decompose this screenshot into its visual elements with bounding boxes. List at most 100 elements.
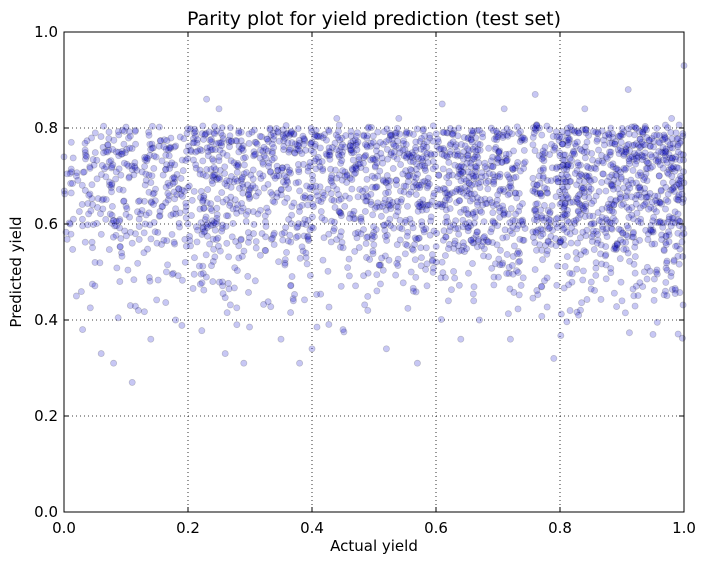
scatter-point — [270, 229, 278, 237]
scatter-point — [496, 204, 503, 212]
scatter-point — [457, 170, 465, 178]
scatter-point — [643, 165, 651, 173]
scatter-point — [571, 228, 579, 236]
scatter-point — [196, 170, 204, 178]
scatter-point — [437, 274, 445, 282]
scatter-point — [364, 269, 372, 277]
scatter-point — [98, 162, 106, 169]
scatter-point — [674, 252, 682, 260]
scatter-point — [419, 143, 427, 151]
scatter-point — [670, 163, 678, 171]
scatter-point — [352, 162, 360, 170]
scatter-point — [121, 227, 129, 235]
scatter-point — [207, 146, 215, 154]
scatter-point — [473, 164, 480, 172]
scatter-point — [369, 247, 377, 255]
scatter-point — [319, 165, 327, 173]
scatter-point — [147, 198, 155, 206]
scatter-point — [656, 132, 663, 140]
scatter-point — [393, 198, 401, 205]
scatter-point — [633, 157, 641, 165]
scatter-point — [604, 200, 612, 208]
scatter-point — [661, 133, 669, 141]
scatter-point — [576, 190, 584, 198]
scatter-point — [489, 219, 497, 226]
scatter-point — [513, 225, 521, 233]
scatter-point — [321, 216, 329, 224]
scatter-point — [572, 249, 580, 257]
scatter-point — [400, 182, 408, 190]
scatter-point — [367, 198, 375, 206]
scatter-point — [548, 140, 555, 148]
scatter-point — [663, 266, 671, 274]
scatter-point — [531, 188, 539, 196]
scatter-point — [219, 282, 227, 290]
scatter-point — [267, 303, 275, 311]
scatter-point — [387, 205, 395, 213]
scatter-point — [384, 188, 392, 196]
scatter-point — [88, 280, 96, 288]
scatter-point — [563, 183, 571, 191]
scatter-point — [519, 216, 526, 224]
scatter-point — [131, 302, 139, 310]
scatter-point — [233, 267, 241, 274]
scatter-point — [190, 187, 198, 195]
scatter-point — [558, 128, 566, 136]
scatter-point — [655, 172, 663, 180]
scatter-point — [544, 207, 552, 215]
scatter-point — [143, 157, 151, 165]
scatter-point — [458, 162, 465, 170]
scatter-point — [387, 149, 395, 157]
scatter-point — [169, 210, 177, 218]
scatter-point — [369, 138, 377, 146]
scatter-point — [201, 130, 209, 138]
scatter-point — [369, 250, 377, 258]
scatter-point — [113, 264, 121, 272]
scatter-point — [622, 146, 630, 154]
scatter-point — [259, 172, 267, 180]
scatter-point — [135, 197, 142, 205]
scatter-point — [422, 167, 429, 174]
scatter-point — [520, 164, 528, 172]
scatter-point — [172, 316, 180, 324]
scatter-point — [563, 161, 571, 169]
scatter-point — [296, 147, 304, 155]
scatter-point — [662, 183, 670, 191]
scatter-point — [491, 173, 499, 181]
scatter-point — [295, 168, 303, 176]
scatter-point — [579, 204, 587, 212]
scatter-point — [373, 183, 381, 191]
scatter-point — [383, 125, 391, 133]
scatter-point — [598, 213, 606, 221]
scatter-point — [467, 163, 475, 171]
scatter-point — [315, 133, 323, 141]
scatter-point — [205, 128, 213, 136]
scatter-point — [555, 136, 563, 144]
scatter-point — [464, 145, 472, 153]
scatter-point — [558, 199, 566, 207]
scatter-point — [460, 189, 467, 197]
scatter-point — [257, 174, 265, 182]
scatter-point — [568, 126, 576, 134]
scatter-point — [476, 207, 484, 215]
scatter-point — [175, 185, 183, 193]
scatter-point — [533, 181, 541, 189]
scatter-point — [285, 168, 293, 176]
scatter-point — [396, 130, 404, 138]
scatter-point — [620, 128, 628, 136]
scatter-point — [474, 140, 482, 148]
scatter-point — [282, 174, 290, 181]
scatter-point — [510, 242, 518, 250]
scatter-point — [325, 320, 333, 328]
scatter-point — [132, 126, 139, 134]
scatter-point — [270, 154, 278, 162]
scatter-point — [488, 199, 496, 207]
scatter-point — [554, 262, 562, 270]
scatter-point — [357, 164, 365, 171]
scatter-point — [450, 268, 458, 275]
scatter-point — [583, 296, 591, 303]
scatter-point — [675, 164, 682, 172]
scatter-point — [446, 223, 454, 231]
scatter-point — [120, 197, 128, 205]
scatter-point — [442, 189, 449, 197]
